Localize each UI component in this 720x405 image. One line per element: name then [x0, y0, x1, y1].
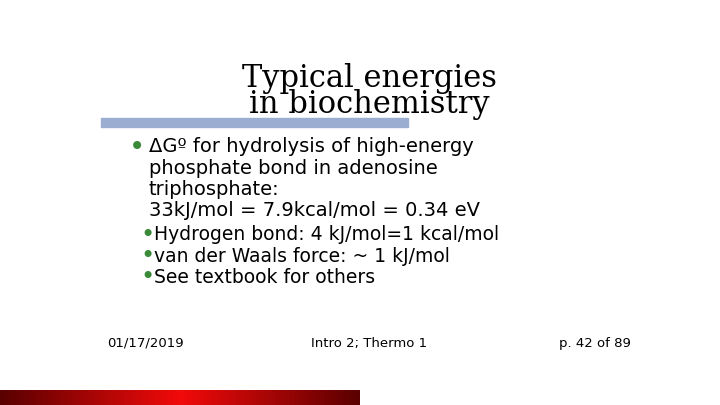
Text: in biochemistry: in biochemistry	[248, 89, 490, 120]
Text: 33kJ/mol = 7.9kcal/mol = 0.34 eV: 33kJ/mol = 7.9kcal/mol = 0.34 eV	[148, 201, 480, 220]
Text: phosphate bond in adenosine: phosphate bond in adenosine	[148, 158, 437, 177]
Text: van der Waals force: ~ 1 kJ/mol: van der Waals force: ~ 1 kJ/mol	[154, 247, 450, 266]
Text: ΔGº for hydrolysis of high-energy: ΔGº for hydrolysis of high-energy	[148, 137, 473, 156]
Text: p. 42 of 89: p. 42 of 89	[559, 337, 631, 350]
Text: triphosphate:: triphosphate:	[148, 180, 279, 199]
Text: Typical energies: Typical energies	[241, 63, 497, 94]
Text: Intro 2; Thermo 1: Intro 2; Thermo 1	[311, 337, 427, 350]
Text: Hydrogen bond: 4 kJ/mol=1 kcal/mol: Hydrogen bond: 4 kJ/mol=1 kcal/mol	[154, 225, 499, 244]
Text: •: •	[140, 223, 155, 247]
Text: •: •	[140, 265, 155, 289]
Text: See textbook for others: See textbook for others	[154, 268, 375, 287]
Text: 01/17/2019: 01/17/2019	[107, 337, 184, 350]
Text: •: •	[140, 244, 155, 268]
Bar	[101, 118, 408, 127]
Text: •: •	[129, 133, 145, 161]
